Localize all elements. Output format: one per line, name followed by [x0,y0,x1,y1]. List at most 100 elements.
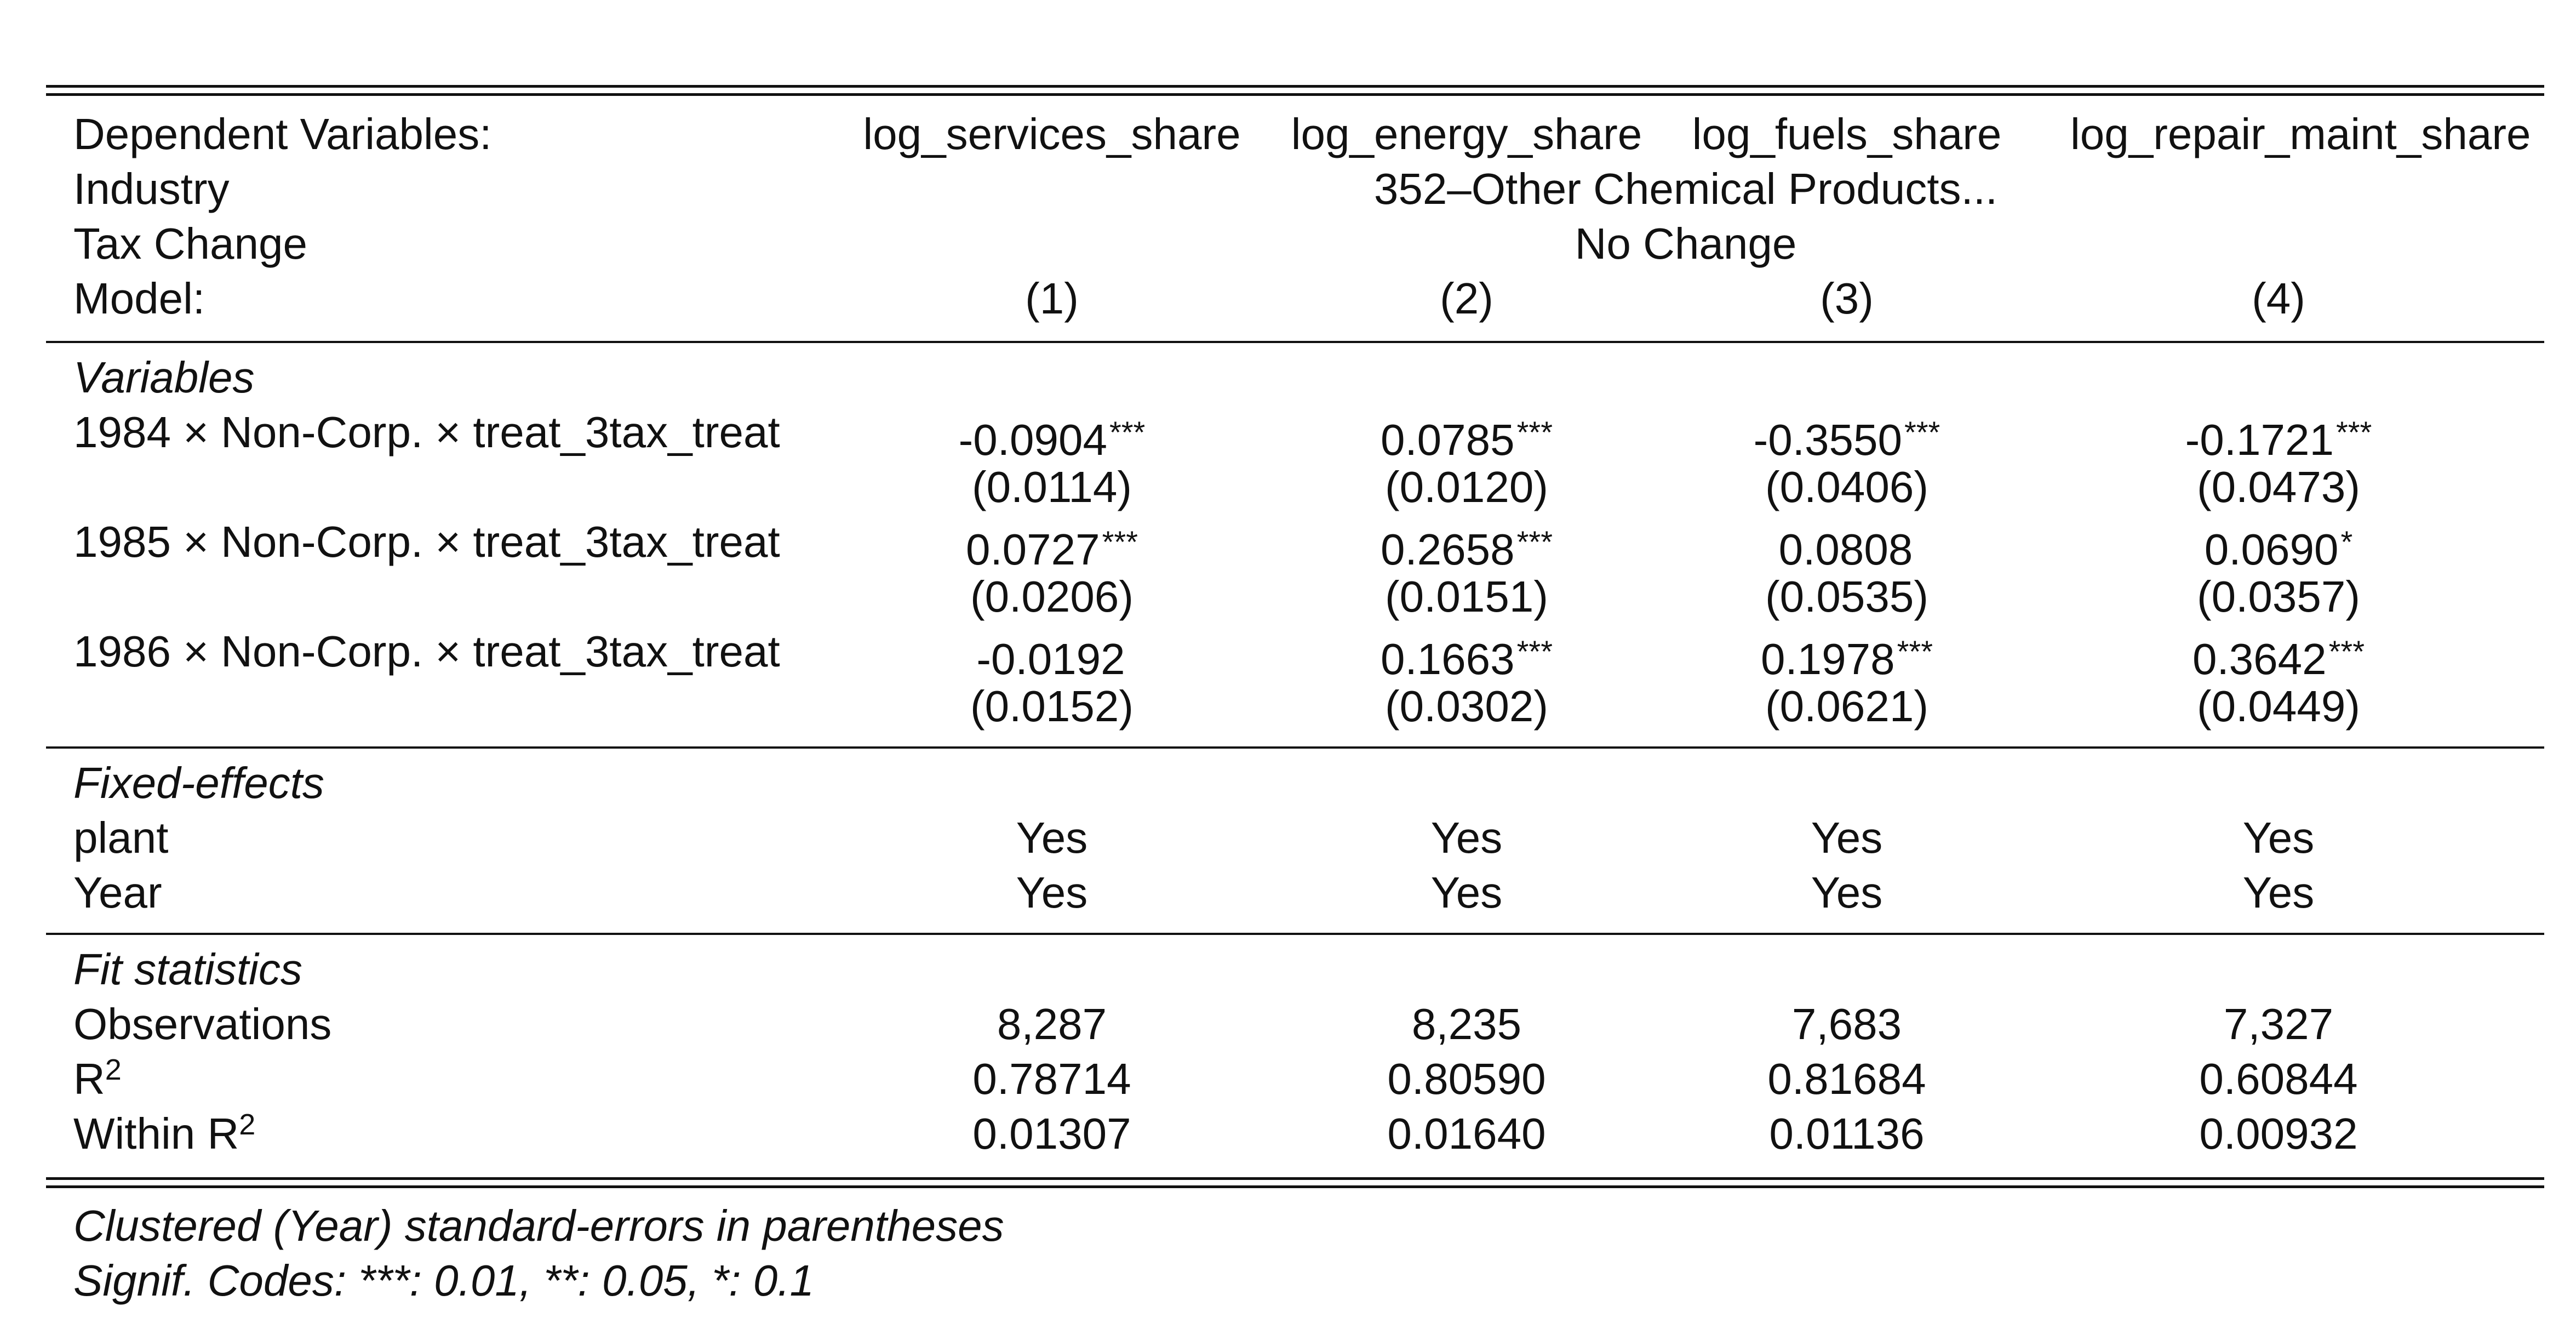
se-cell: (0.0302) [1385,682,1548,731]
fit-row-observations: Observations 8,287 8,235 7,683 7,327 [0,997,2576,1051]
coef-cell: 0.0727*** [965,524,1138,574]
fe-cell: Yes [2242,813,2315,862]
signif-stars: *** [1109,415,1146,449]
fe-cell: Yes [1016,868,1088,917]
note-standard-errors: Clustered (Year) standard-errors in pare… [73,1201,1004,1250]
dep-var-3: log_fuels_share [1692,110,2002,158]
tax-change-value: No Change [1575,219,1797,268]
industry-label: Industry [73,164,230,213]
fit-cell: 0.01640 [1387,1109,1546,1158]
bottom-rule-outer [46,1177,2544,1180]
industry-value: 352–Other Chemical Products... [1373,164,1998,213]
se-row-1985: (0.0206) (0.0151) (0.0535) (0.0357) [0,570,2576,624]
fe-cell: Yes [1430,813,1503,862]
se-cell: (0.0357) [2197,572,2360,621]
fit-row-r2: R2 0.78714 0.80590 0.81684 0.60844 [0,1052,2576,1106]
fit-cell: 0.01136 [1769,1109,1925,1158]
coef-cell: -0.0192 [976,635,1125,683]
se-cell: (0.0406) [1765,463,1928,511]
top-rule-inner [46,93,2544,96]
signif-stars: *** [2328,634,2365,669]
fit-statistics-section-row: Fit statistics [0,943,2576,996]
dependent-variables-row: Dependent Variables: log_services_share … [0,107,2576,161]
tax-change-label: Tax Change [73,219,307,268]
fit-cell: 0.01307 [972,1109,1131,1158]
se-cell: (0.0473) [2197,463,2360,511]
bottom-rule-inner [46,1185,2544,1188]
variables-rule [46,746,2544,749]
coef-cell: -0.0904*** [958,415,1146,464]
se-row-1984: (0.0114) (0.0120) (0.0406) (0.0473) [0,460,2576,514]
fit-cell: 8,287 [997,1000,1107,1048]
model-1: (1) [1025,274,1079,323]
signif-stars: *** [1102,524,1138,559]
model-4: (4) [2252,274,2305,323]
coef-cell: 0.1978*** [1760,634,1933,683]
signif-stars: * [2340,524,2353,559]
signif-stars: *** [1516,524,1553,559]
se-cell: (0.0535) [1765,572,1928,621]
fit-cell: 0.78714 [972,1054,1131,1103]
fe-cell: Yes [1430,868,1503,917]
signif-stars: *** [2335,415,2372,449]
coef-cell: -0.3550*** [1753,415,1940,464]
se-cell: (0.0151) [1385,572,1548,621]
coef-label-1984: 1984 × Non-Corp. × treat_3tax_treat [73,408,780,457]
se-cell: (0.0449) [2197,682,2360,731]
signif-stars: *** [1516,634,1553,669]
fit-statistics-section-title: Fit statistics [73,945,302,994]
fe-cell: Yes [1811,868,1883,917]
se-cell: (0.0114) [971,463,1132,511]
coef-cell: 0.2658*** [1380,524,1553,574]
model-row: Model: (1) (2) (3) (4) [0,272,2576,326]
fit-label-observations: Observations [73,1000,332,1048]
fit-cell: 0.80590 [1387,1054,1546,1103]
coef-cell: 0.0785*** [1380,415,1553,464]
coef-label-1985: 1985 × Non-Corp. × treat_3tax_treat [73,517,780,566]
fit-label-within-r2: Within R2 [73,1108,256,1158]
signif-stars: *** [1904,415,1940,449]
fit-cell: 0.60844 [2199,1054,2358,1103]
fe-row-year: Year Yes Yes Yes Yes [0,866,2576,920]
variables-section-row: Variables [0,351,2576,404]
se-cell: (0.0621) [1765,682,1928,731]
coef-row-1986: 1986 × Non-Corp. × treat_3tax_treat -0.0… [0,625,2576,683]
dep-var-4: log_repair_maint_share [2070,110,2531,158]
dependent-variables-label: Dependent Variables: [73,110,492,158]
se-row-1986: (0.0152) (0.0302) (0.0621) (0.0449) [0,680,2576,733]
se-cell: (0.0206) [970,572,1134,621]
fe-cell: Yes [2242,868,2315,917]
se-cell: (0.0120) [1385,463,1548,511]
signif-stars: *** [1897,634,1933,669]
model-3: (3) [1820,274,1874,323]
dep-var-1: log_services_share [863,110,1241,158]
model-2: (2) [1440,274,1493,323]
industry-row: Industry 352–Other Chemical Products... [0,162,2576,216]
model-label: Model: [73,274,205,323]
fe-label-plant: plant [73,813,169,862]
top-rule-outer [46,85,2544,88]
note-signif-codes: Signif. Codes: ***: 0.01, **: 0.05, *: 0… [73,1256,814,1305]
fit-row-within-r2: Within R2 0.01307 0.01640 0.01136 0.0093… [0,1107,2576,1161]
coef-label-1986: 1986 × Non-Corp. × treat_3tax_treat [73,627,780,676]
fit-cell: 0.81684 [1767,1054,1926,1103]
fixed-effects-section-row: Fixed-effects [0,756,2576,810]
header-rule [46,341,2544,343]
coef-row-1984: 1984 × Non-Corp. × treat_3tax_treat -0.0… [0,406,2576,464]
tax-change-row: Tax Change No Change [0,217,2576,271]
dep-var-2: log_energy_share [1291,110,1642,158]
fe-row-plant: plant Yes Yes Yes Yes [0,811,2576,865]
signif-stars: *** [1516,415,1553,449]
fit-cell: 7,327 [2223,1000,2334,1048]
coef-cell: 0.0808 [1778,525,1913,574]
fit-cell: 7,683 [1791,1000,1902,1048]
fe-cell: Yes [1016,813,1088,862]
variables-section-title: Variables [73,353,255,402]
fe-label-year: Year [73,868,162,917]
coef-cell: 0.1663*** [1380,634,1553,683]
fixed-effects-rule [46,933,2544,935]
fe-cell: Yes [1811,813,1883,862]
coef-row-1985: 1985 × Non-Corp. × treat_3tax_treat 0.07… [0,515,2576,574]
coef-cell: 0.3642*** [2192,634,2365,683]
coef-cell: 0.0690* [2204,524,2353,574]
